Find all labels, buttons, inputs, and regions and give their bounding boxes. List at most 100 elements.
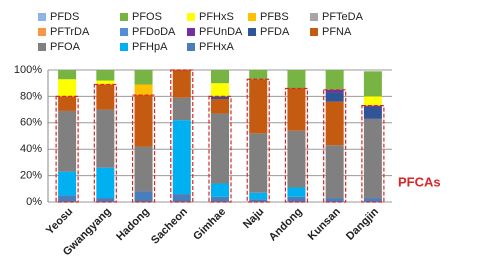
legend-swatch [187, 43, 195, 51]
pfca-box [55, 95, 79, 203]
legend-label: PFHxS [199, 11, 234, 23]
bar-segment [249, 79, 268, 134]
bar-segment [96, 80, 115, 85]
legend-label: PFDS [50, 11, 79, 23]
bar-segment [249, 70, 268, 80]
legend-swatch [310, 13, 318, 21]
bar-segment [134, 146, 153, 192]
bar-segment [325, 70, 344, 90]
bar-segment [58, 195, 77, 202]
legend-swatch [38, 13, 46, 21]
legend-label: PFUnDA [199, 26, 243, 38]
x-tick-label: Sacheon [149, 206, 190, 247]
bar-segment [325, 89, 344, 93]
bar-segment [134, 191, 153, 202]
legend-label: PFOA [50, 41, 81, 53]
bar-segment [211, 196, 229, 202]
pfca-box [93, 83, 117, 203]
legend-label: PFHpA [132, 41, 168, 53]
bar-segment [249, 133, 268, 193]
legend-label: PFNA [322, 26, 352, 38]
bar-segment [363, 96, 382, 106]
bar-segment [325, 145, 344, 199]
legend-swatch [120, 43, 128, 51]
bar-segment [96, 109, 115, 168]
bar-segment [172, 120, 191, 195]
legend-label: PFOS [132, 11, 162, 23]
y-tick-label: 60% [20, 117, 42, 129]
x-tick-label: Andong [267, 206, 305, 244]
bar-segment [134, 95, 153, 147]
legend-swatch [38, 28, 46, 36]
legend-label: PFDoDA [132, 26, 176, 38]
y-tick-label: 40% [20, 143, 42, 155]
y-tick-label: 20% [20, 170, 42, 182]
legend-swatch [120, 28, 128, 36]
bar-segment [325, 92, 344, 102]
bar-segment [211, 83, 229, 97]
bar-segment [172, 70, 191, 98]
bar-segment [58, 171, 77, 196]
bar-segment [363, 71, 382, 97]
pfca-box [323, 89, 347, 203]
x-tick-label: Dangjin [344, 206, 381, 243]
legend-swatch [187, 13, 195, 21]
bar-segment [172, 194, 191, 202]
legend-label: PFTrDA [50, 26, 90, 38]
y-tick-label: 0% [26, 196, 42, 208]
bar-segment [96, 198, 115, 202]
bar-segment [96, 70, 115, 81]
bar-segment [287, 88, 306, 131]
bar-segment [58, 79, 77, 97]
bar-segment [96, 84, 115, 110]
bar-segment [96, 167, 115, 199]
legend-swatch [310, 28, 318, 36]
bar-segment [172, 97, 191, 121]
pfca-box [246, 78, 270, 203]
bar-segment [211, 113, 229, 184]
legend-swatch [187, 28, 195, 36]
bar-segment [363, 106, 382, 119]
y-tick-label: 80% [20, 90, 42, 102]
x-tick-label: Naju [241, 206, 266, 231]
bar-segment [287, 187, 306, 197]
bar-segment [134, 70, 153, 85]
legend-label: PFHxA [199, 41, 235, 53]
x-tick-label: Gimhae [191, 206, 228, 243]
x-tick-label: Yeosu [44, 206, 75, 237]
bar-segment [211, 99, 229, 114]
bar-segment [211, 70, 229, 84]
bar-segment [325, 198, 344, 202]
annotation: PFCAs [398, 174, 441, 189]
bar-segment [363, 105, 382, 107]
bar-segment [287, 130, 306, 188]
legend-label: PFDA [260, 26, 290, 38]
bar-segment [363, 198, 382, 202]
pfca-box [361, 105, 385, 203]
legend-swatch [120, 13, 128, 21]
x-tick-label: Hadong [114, 206, 151, 243]
bar-segment [134, 84, 153, 96]
bar-segment [363, 118, 382, 199]
x-tick-label: Kunsan [306, 205, 343, 242]
bar-segment [287, 196, 306, 202]
pfca-box [208, 95, 232, 203]
legend-swatch [38, 43, 46, 51]
legend-swatch [248, 13, 256, 21]
bar-segment [58, 70, 77, 80]
legend-swatch [248, 28, 256, 36]
pfca-box [284, 87, 309, 203]
bar-segment [325, 101, 344, 146]
pfca-box [170, 69, 194, 203]
bar-segment [58, 96, 77, 111]
bar-segment [249, 192, 268, 200]
pfca-box [131, 94, 156, 203]
legend-label: PFBS [260, 11, 289, 23]
bar-segment [249, 199, 268, 202]
bar-segment [287, 70, 306, 89]
bar-segment [211, 183, 229, 197]
bar-segment [58, 110, 77, 172]
y-tick-label: 100% [14, 64, 42, 76]
legend-label: PFTeDA [322, 11, 364, 23]
